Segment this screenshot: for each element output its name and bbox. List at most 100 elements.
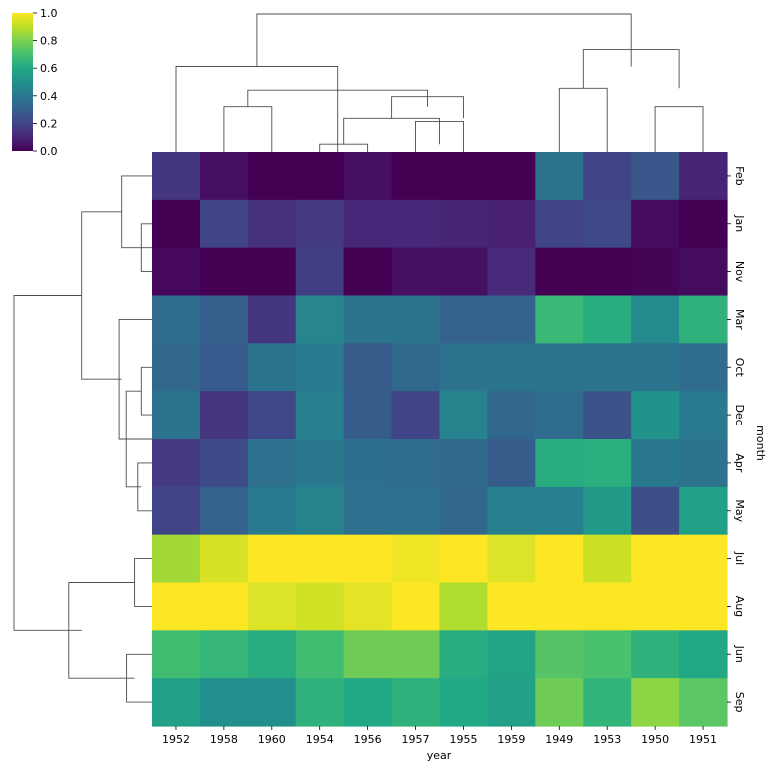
col-dendrogram-link [558, 87, 608, 152]
heatmap-cell [391, 439, 441, 488]
colorbar-tick-label: 1.0 [40, 7, 58, 20]
row-dendrogram-link [13, 295, 82, 631]
row-dendrogram-link [134, 558, 152, 607]
x-tick-label: 1960 [258, 733, 286, 746]
col-dendrogram-link [343, 117, 440, 145]
heatmap-cell [199, 582, 249, 631]
heatmap-cell [631, 152, 680, 201]
heatmap-cell [535, 199, 584, 249]
heatmap-cell [439, 152, 489, 201]
heatmap-cell [152, 534, 201, 584]
heatmap-cell [199, 534, 249, 584]
heatmap-cell [679, 678, 728, 727]
column-dendrogram [175, 13, 704, 152]
heatmap-cell [247, 582, 297, 631]
heatmap-cell [679, 247, 728, 297]
x-tick-label: 1955 [449, 733, 477, 746]
col-dendrogram-link [223, 106, 273, 152]
heatmap-cell [391, 534, 441, 584]
heatmap-cell [439, 343, 489, 392]
heatmap-cell [535, 486, 584, 536]
heatmap-cell [391, 199, 441, 249]
heatmap-cell [535, 391, 584, 440]
row-dendrogram-link [118, 318, 152, 440]
heatmap-cell [199, 199, 249, 249]
heatmap-cell [631, 630, 680, 679]
x-tick-label: 1951 [689, 733, 717, 746]
heatmap-cell [152, 152, 201, 201]
row-dendrogram [13, 175, 152, 703]
heatmap-cell [583, 343, 632, 392]
y-tick-label: Apr [733, 453, 746, 473]
heatmap-cell [583, 582, 632, 631]
heatmap-cell [535, 343, 584, 392]
heatmap-cell [631, 247, 680, 297]
heatmap-cell [535, 439, 584, 488]
heatmap-cell [152, 486, 201, 536]
heatmap-cell [343, 295, 393, 344]
heatmap-cell [247, 678, 297, 727]
heatmap-cell [631, 391, 680, 440]
heatmap-cell [487, 391, 536, 440]
colorbar-tick-label: 0.6 [40, 62, 58, 75]
heatmap-cell [679, 534, 728, 584]
heatmap-cell [679, 391, 728, 440]
heatmap-cell [343, 534, 393, 584]
heatmap-cell [487, 678, 536, 727]
heatmap-cell [487, 199, 536, 249]
heatmap-cell [295, 391, 345, 440]
heatmap-cell [343, 247, 393, 297]
heatmap-cell [631, 439, 680, 488]
y-tick-label: Dec [733, 404, 746, 425]
heatmap-cell [295, 534, 345, 584]
heatmap-cell [439, 582, 489, 631]
colorbar-gradient [12, 13, 33, 151]
heatmap-cell [199, 295, 249, 344]
heatmap-cell [391, 295, 441, 344]
y-tick-label: Jan [733, 214, 746, 232]
heatmap-cell [199, 391, 249, 440]
heatmap-cell [343, 486, 393, 536]
heatmap-cell [583, 391, 632, 440]
heatmap-cell [535, 582, 584, 631]
heatmap-cell [583, 152, 632, 201]
heatmap-cell [487, 439, 536, 488]
heatmap-cell [391, 247, 441, 297]
heatmap-cell [487, 534, 536, 584]
heatmap-cell [487, 630, 536, 679]
heatmap-grid [152, 152, 728, 727]
heatmap-cell [343, 678, 393, 727]
heatmap-cell [583, 486, 632, 536]
heatmap-cell [535, 295, 584, 344]
x-tick-label: 1959 [497, 733, 525, 746]
y-tick-label: Nov [733, 261, 746, 283]
heatmap-cell [391, 582, 441, 631]
heatmap-cell [295, 630, 345, 679]
heatmap-cell [247, 391, 297, 440]
heatmap-cell [247, 630, 297, 679]
heatmap-cell [152, 678, 201, 727]
heatmap-cell [439, 199, 489, 249]
heatmap-cell [631, 486, 680, 536]
colorbar-tick-label: 0.8 [40, 35, 58, 48]
heatmap-cell [343, 439, 393, 488]
row-dendrogram-link [81, 211, 122, 380]
x-tick-label: 1952 [162, 733, 190, 746]
heatmap-cell [535, 152, 584, 201]
heatmap-cell [583, 199, 632, 249]
heatmap-cell [391, 630, 441, 679]
colorbar-tick-label: 0.0 [40, 145, 58, 158]
x-tick-label: 1950 [641, 733, 669, 746]
heatmap-cell [152, 391, 201, 440]
heatmap-cell [343, 582, 393, 631]
heatmap-cell [295, 678, 345, 727]
heatmap-cell [247, 534, 297, 584]
x-axis-ticks: 1952 1958 1960 1954 1956 1957 1955 1959 1949 1953… [162, 726, 717, 746]
heatmap-cell [535, 247, 584, 297]
heatmap-cell [439, 630, 489, 679]
heatmap-cell [535, 534, 584, 584]
heatmap-cell [439, 295, 489, 344]
heatmap-cell [535, 678, 584, 727]
heatmap-cell [583, 439, 632, 488]
